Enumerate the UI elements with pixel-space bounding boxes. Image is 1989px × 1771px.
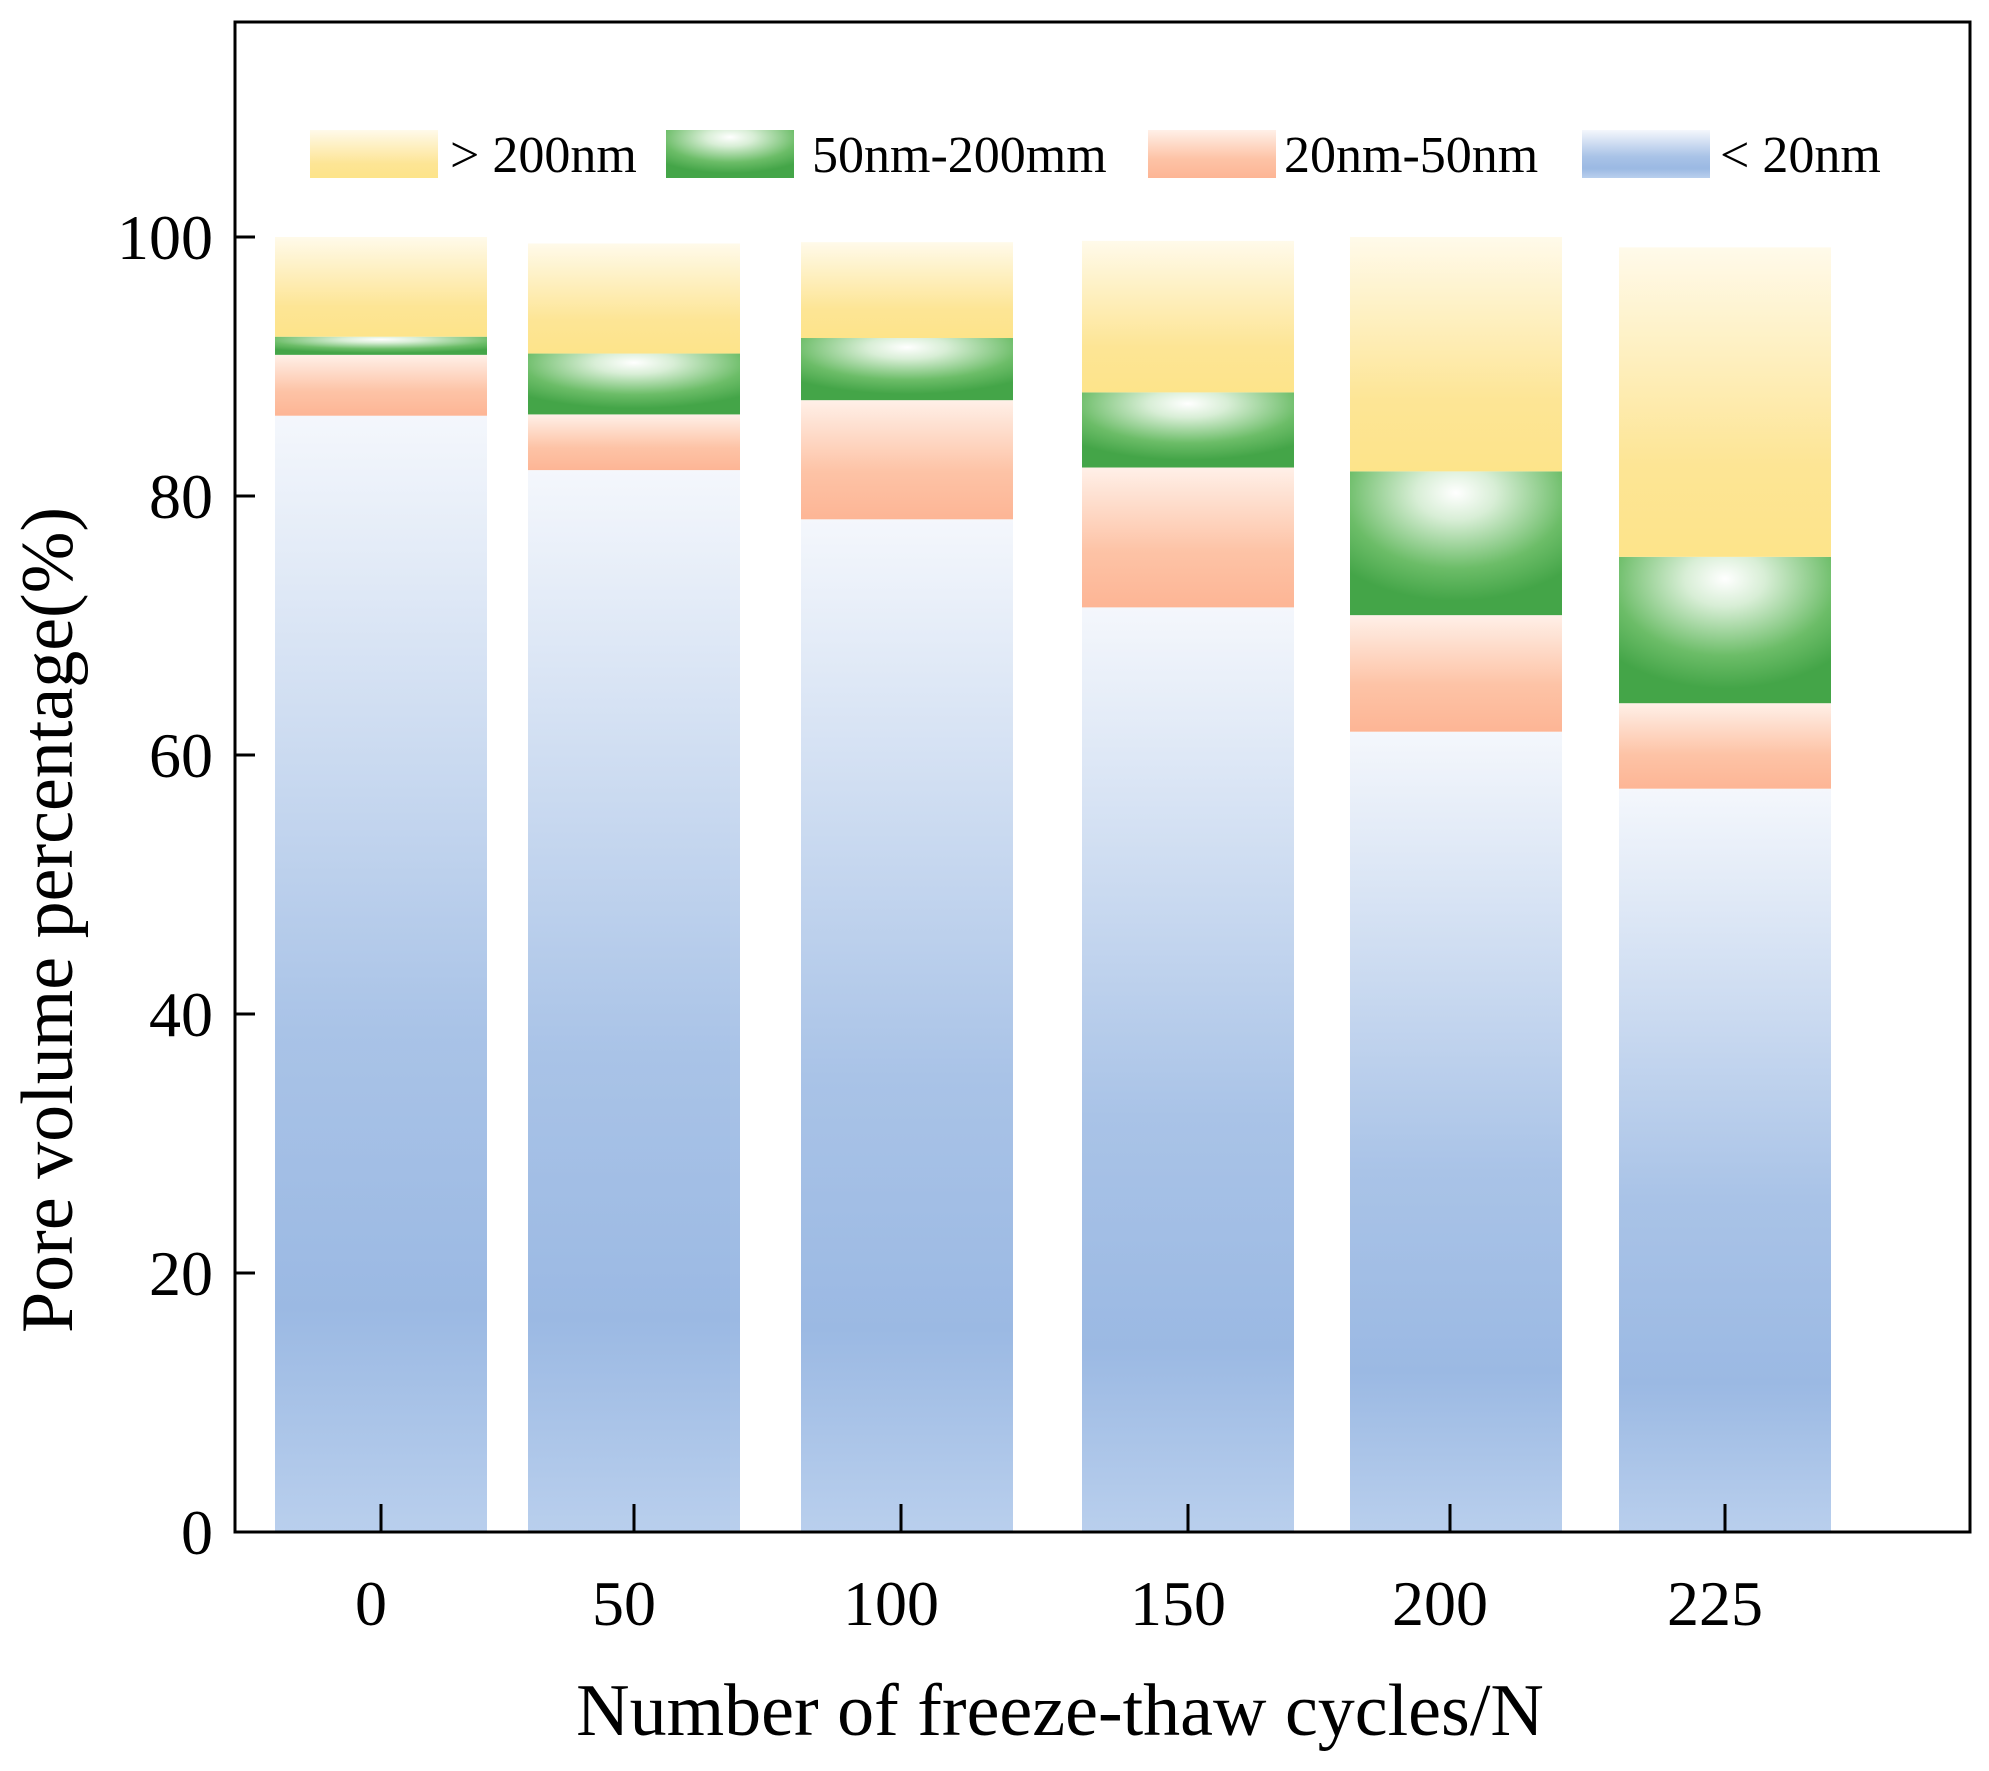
axes: 0 20 40 60 80 100 0 50 100 150 200 225 xyxy=(117,20,1972,1639)
legend-label-3: < 20nm xyxy=(1720,127,1881,184)
bar-0-seg-0 xyxy=(275,415,487,1533)
x-tick-label-225: 225 xyxy=(1667,1568,1763,1639)
bars xyxy=(275,237,1831,1533)
bar-200-seg-3 xyxy=(1350,237,1562,472)
bar-150-seg-0 xyxy=(1082,607,1294,1532)
bar-200-seg-1 xyxy=(1350,615,1562,732)
y-tick-label-20: 20 xyxy=(149,1238,213,1309)
bar-100-seg-0 xyxy=(801,519,1013,1532)
bar-50-seg-3 xyxy=(528,243,740,354)
bar-0-seg-2 xyxy=(275,336,487,355)
bar-150-seg-3 xyxy=(1082,240,1294,393)
bar-225-seg-0 xyxy=(1619,788,1831,1532)
bar-225-seg-2 xyxy=(1619,556,1831,704)
bar-200-seg-0 xyxy=(1350,731,1562,1532)
y-tick-label-100: 100 xyxy=(117,202,213,273)
plot-frame xyxy=(233,20,1972,1534)
bar-100-seg-1 xyxy=(801,400,1013,520)
y-tick-label-80: 80 xyxy=(149,461,213,532)
bar-150-seg-1 xyxy=(1082,467,1294,608)
bar-0-seg-1 xyxy=(275,354,487,416)
y-tick-label-0: 0 xyxy=(181,1497,213,1568)
x-tick-label-50: 50 xyxy=(592,1568,656,1639)
bar-50-seg-1 xyxy=(528,414,740,471)
y-axis-title: Pore volume percentage(%) xyxy=(7,507,89,1333)
bar-225-seg-3 xyxy=(1619,247,1831,557)
legend-label-2: 20nm-50nm xyxy=(1284,127,1538,184)
bar-200-seg-2 xyxy=(1350,471,1562,616)
bar-150-seg-2 xyxy=(1082,392,1294,468)
y-tick-label-40: 40 xyxy=(149,979,213,1050)
x-tick-label-150: 150 xyxy=(1130,1568,1226,1639)
legend-label-0: > 200nm xyxy=(450,127,637,184)
x-tick-label-200: 200 xyxy=(1392,1568,1488,1639)
bar-50-seg-2 xyxy=(528,353,740,415)
x-tick-label-100: 100 xyxy=(843,1568,939,1639)
y-tick-label-60: 60 xyxy=(149,720,213,791)
bar-0-seg-3 xyxy=(275,237,487,337)
bar-100-seg-2 xyxy=(801,338,1013,401)
legend-swatch-1 xyxy=(666,130,794,178)
bar-50-seg-0 xyxy=(528,470,740,1533)
legend-swatch-0 xyxy=(310,130,438,178)
x-axis-title: Number of freeze-thaw cycles/N xyxy=(576,1670,1544,1752)
legend-swatch-2 xyxy=(1148,130,1276,178)
x-tick-label-0: 0 xyxy=(355,1568,387,1639)
bar-100-seg-3 xyxy=(801,242,1013,339)
legend-swatch-3 xyxy=(1582,130,1710,178)
legend: > 200nm 50nm-200mm 20nm-50nm < 20nm xyxy=(310,127,1881,184)
legend-label-1: 50nm-200mm xyxy=(812,127,1107,184)
bar-225-seg-1 xyxy=(1619,703,1831,789)
